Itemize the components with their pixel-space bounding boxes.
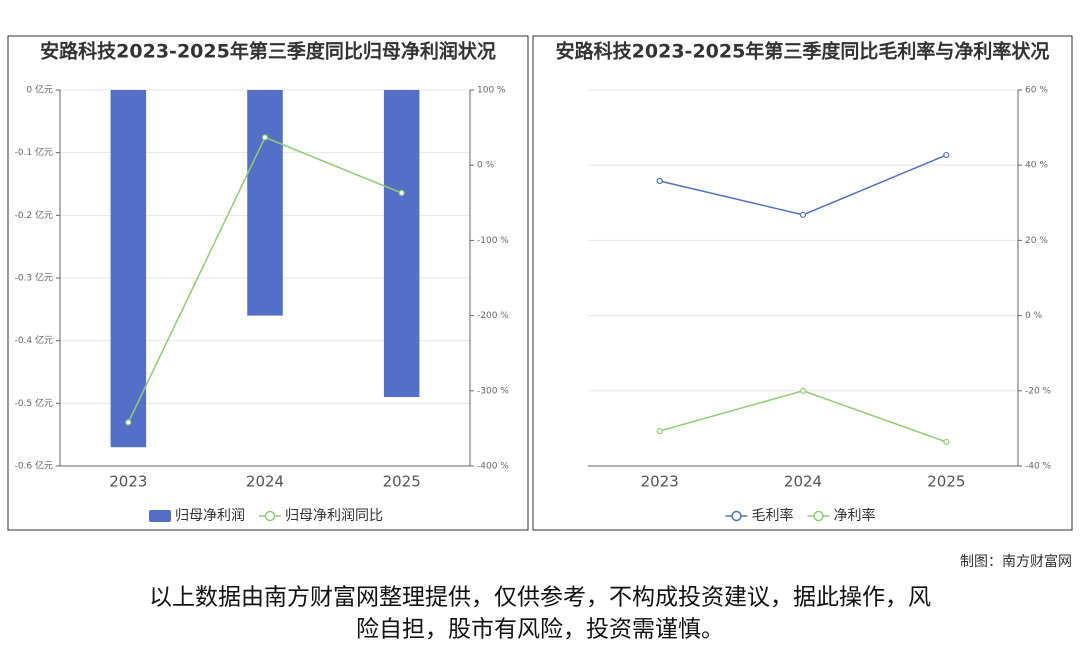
point: [398, 189, 405, 197]
line: [659, 154, 947, 216]
y2-tick-label: 100 %: [477, 86, 506, 96]
chart-title: 安路科技2023-2025年第三季度同比归母净利润状况: [40, 40, 496, 63]
y-tick-label: 60 %: [1025, 86, 1048, 96]
point: [943, 438, 950, 446]
y2-tick-label: -200 %: [477, 311, 509, 321]
bar: [110, 90, 147, 448]
legend-swatch: [731, 510, 742, 522]
y-tick-label: -40 %: [1025, 462, 1052, 472]
y-tick-label: -0.3 亿元: [15, 272, 53, 284]
credit: 制图：南方财富网: [960, 553, 1072, 570]
y-tick-label: -0.6 亿元: [15, 460, 53, 472]
panel-frame: [7, 35, 529, 531]
legend-swatch: [813, 510, 824, 522]
point: [656, 427, 663, 435]
point: [261, 134, 269, 141]
legend-label: 净利率: [834, 507, 876, 524]
bar: [247, 90, 283, 316]
panel: 安路科技2023-2025年第三季度同比归母净利润状况 0 亿元 -0.1 亿元 -0…: [15, 40, 510, 525]
y-tick-label: 40 %: [1025, 161, 1048, 171]
point: [656, 177, 663, 185]
y-tick-label: -0.1 亿元: [15, 146, 53, 158]
y2-tick-label: -100 %: [477, 236, 509, 246]
point: [799, 211, 807, 218]
y-tick-label: -0.4 亿元: [15, 334, 53, 346]
y-tick-label: 0 %: [1025, 311, 1043, 321]
y2-tick-label: -300 %: [477, 386, 509, 396]
y-tick-label: -0.2 亿元: [15, 209, 53, 221]
y-tick-label: -20 %: [1025, 386, 1052, 396]
legend-swatch: [264, 510, 276, 522]
point: [125, 419, 132, 426]
x-tick-label: 2025: [927, 473, 965, 491]
legend-swatch: [149, 510, 171, 522]
legend-label: 归母净利润: [175, 507, 245, 524]
x-tick-label: 2024: [246, 473, 284, 491]
bar: [383, 90, 420, 398]
x-tick-label: 2023: [641, 473, 679, 491]
y-tick-label: 0 亿元: [26, 84, 53, 96]
panel-frame: [532, 35, 1073, 531]
point: [799, 387, 807, 394]
line: [659, 390, 947, 443]
x-tick-label: 2023: [109, 473, 147, 491]
y-tick-label: 20 %: [1025, 236, 1048, 246]
chart-title: 安路科技2023-2025年第三季度同比毛利率与净利率状况: [556, 40, 1050, 63]
panel: 安路科技2023-2025年第三季度同比毛利率与净利率状况 60 % 40 % 20 …: [556, 40, 1052, 525]
y2-tick-label: 0 %: [477, 161, 495, 171]
disclaimer: 险自担，股市有风险，投资需谨慎。: [356, 617, 724, 643]
y2-tick-label: -400 %: [477, 462, 509, 472]
legend-label: 归母净利润同比: [285, 507, 383, 524]
disclaimer: 以上数据由南方财富网整理提供，仅供参考，不构成投资建议，据此操作，风: [149, 585, 931, 611]
legend-label: 毛利率: [752, 507, 794, 524]
point: [943, 151, 950, 159]
y-tick-label: -0.5 亿元: [15, 397, 53, 409]
x-tick-label: 2025: [383, 473, 421, 491]
x-tick-label: 2024: [784, 473, 822, 491]
